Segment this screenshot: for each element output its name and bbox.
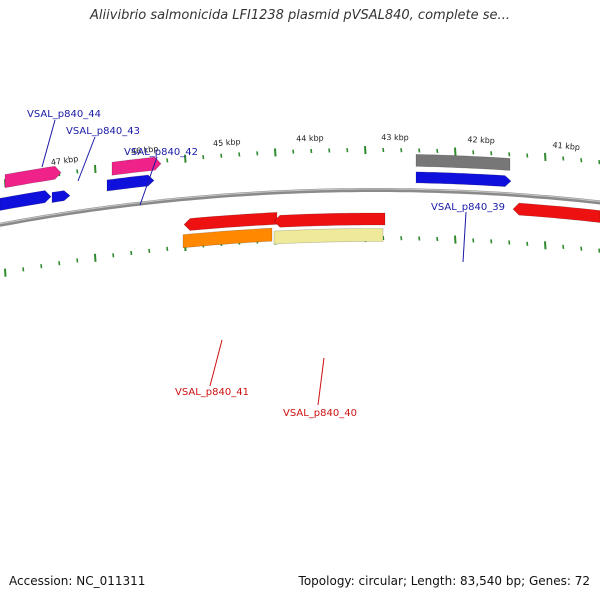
inner-tick	[472, 238, 475, 243]
gene-red-feature	[273, 212, 386, 228]
gene-VSAL_p840_43	[51, 190, 71, 203]
backbone-highlight	[0, 188, 600, 225]
kbp-label: 47 kbp	[50, 154, 79, 167]
inner-tick	[148, 248, 151, 253]
gene-red-feature	[183, 212, 278, 231]
outer-tick	[184, 154, 187, 163]
gene-VSAL_p840_41	[182, 227, 273, 249]
inner-tick	[544, 241, 547, 250]
inner-tick	[598, 248, 600, 253]
outer-tick	[526, 153, 529, 158]
gene-label: VSAL_p840_43	[66, 126, 140, 137]
inner-tick	[454, 235, 457, 244]
kbp-scale-labels: 47 kbp 46 kbp 45 kbp 44 kbp 43 kbp 42 kbp 41 k…	[50, 133, 580, 167]
gene-label: VSAL_p840_42	[124, 147, 198, 158]
gene-VSAL_p840_42	[111, 156, 162, 176]
outer-tick	[256, 151, 259, 156]
leader-line	[77, 136, 96, 182]
gene-blue-feature	[415, 171, 512, 187]
outer-tick	[436, 148, 439, 154]
inner-tick	[76, 258, 79, 263]
gene-label: VSAL_p840_44	[27, 109, 101, 120]
gene-VSAL_p840_40	[273, 228, 384, 245]
inner-tick	[490, 239, 493, 244]
outer-tick	[328, 148, 331, 153]
label-leader-lines	[41, 119, 467, 406]
outer-tick	[292, 149, 295, 154]
inner-tick	[22, 267, 25, 272]
gene-label: VSAL_p840_40	[283, 408, 357, 419]
inner-tick	[508, 240, 511, 245]
outer-tick	[400, 148, 403, 153]
outer-tick	[580, 158, 583, 163]
kbp-label: 42 kbp	[467, 135, 495, 145]
inner-tick	[418, 236, 421, 241]
outer-tick	[76, 169, 79, 174]
inner-tick	[436, 236, 439, 242]
outer-tick	[94, 164, 97, 173]
gene-blue-feature	[0, 190, 52, 211]
outer-tick	[418, 148, 421, 153]
inner-tick	[166, 246, 169, 251]
outer-tick	[202, 155, 205, 160]
inner-tick	[4, 268, 7, 277]
kbp-label: 45 kbp	[213, 137, 241, 148]
outer-tick	[310, 148, 313, 154]
kbp-label: 44 kbp	[296, 134, 324, 144]
outer-tick	[562, 156, 565, 161]
inner-tick	[400, 236, 403, 241]
outer-tick	[508, 152, 511, 157]
leader-line	[317, 357, 325, 406]
gene-features	[0, 154, 600, 249]
kbp-label: 41 kbp	[552, 141, 580, 153]
kbp-label: 43 kbp	[381, 133, 409, 142]
gene-VSAL_p840_39	[415, 154, 511, 171]
leader-line	[139, 156, 158, 206]
outer-tick	[544, 152, 547, 162]
inner-tick	[130, 250, 133, 256]
gene-blue-feature	[106, 174, 155, 192]
outer-tick	[220, 153, 223, 158]
gene-label: VSAL_p840_41	[175, 387, 249, 398]
outer-tick	[346, 148, 349, 153]
inner-tick	[382, 235, 385, 241]
outer-tick	[382, 147, 385, 153]
inner-tick	[562, 244, 565, 249]
outer-tick	[364, 145, 367, 155]
topology-summary: Topology: circular; Length: 83,540 bp; G…	[298, 574, 590, 588]
leader-line	[209, 339, 223, 387]
outer-tick	[490, 151, 493, 156]
gene-label: VSAL_p840_39	[431, 202, 505, 213]
accession-text: Accession: NC_011311	[9, 574, 146, 588]
gene-red-feature	[512, 202, 600, 223]
outer-tick	[166, 158, 169, 163]
map-title: Aliivibrio salmonicida LFI1238 plasmid p…	[90, 8, 510, 23]
gene-labels: VSAL_p840_44 VSAL_p840_43 VSAL_p840_42 VSAL…	[27, 109, 505, 419]
inner-tick	[58, 261, 61, 266]
gene-VSAL_p840_44	[4, 165, 62, 189]
outer-tick	[472, 150, 475, 155]
inner-tick	[526, 241, 529, 246]
outer-tick	[454, 147, 457, 156]
leader-line	[462, 211, 467, 263]
kbp-label: 46 kbp	[131, 144, 159, 156]
inner-tick	[40, 264, 43, 269]
outer-tick	[274, 148, 277, 157]
leader-line	[41, 119, 56, 168]
inner-tick	[112, 253, 115, 258]
outer-tick	[598, 159, 600, 165]
plasmid-backbone	[0, 188, 600, 227]
outer-tick	[238, 152, 241, 157]
inner-tick	[580, 246, 583, 251]
inner-tick	[94, 253, 97, 262]
backbone-arc	[0, 188, 600, 227]
